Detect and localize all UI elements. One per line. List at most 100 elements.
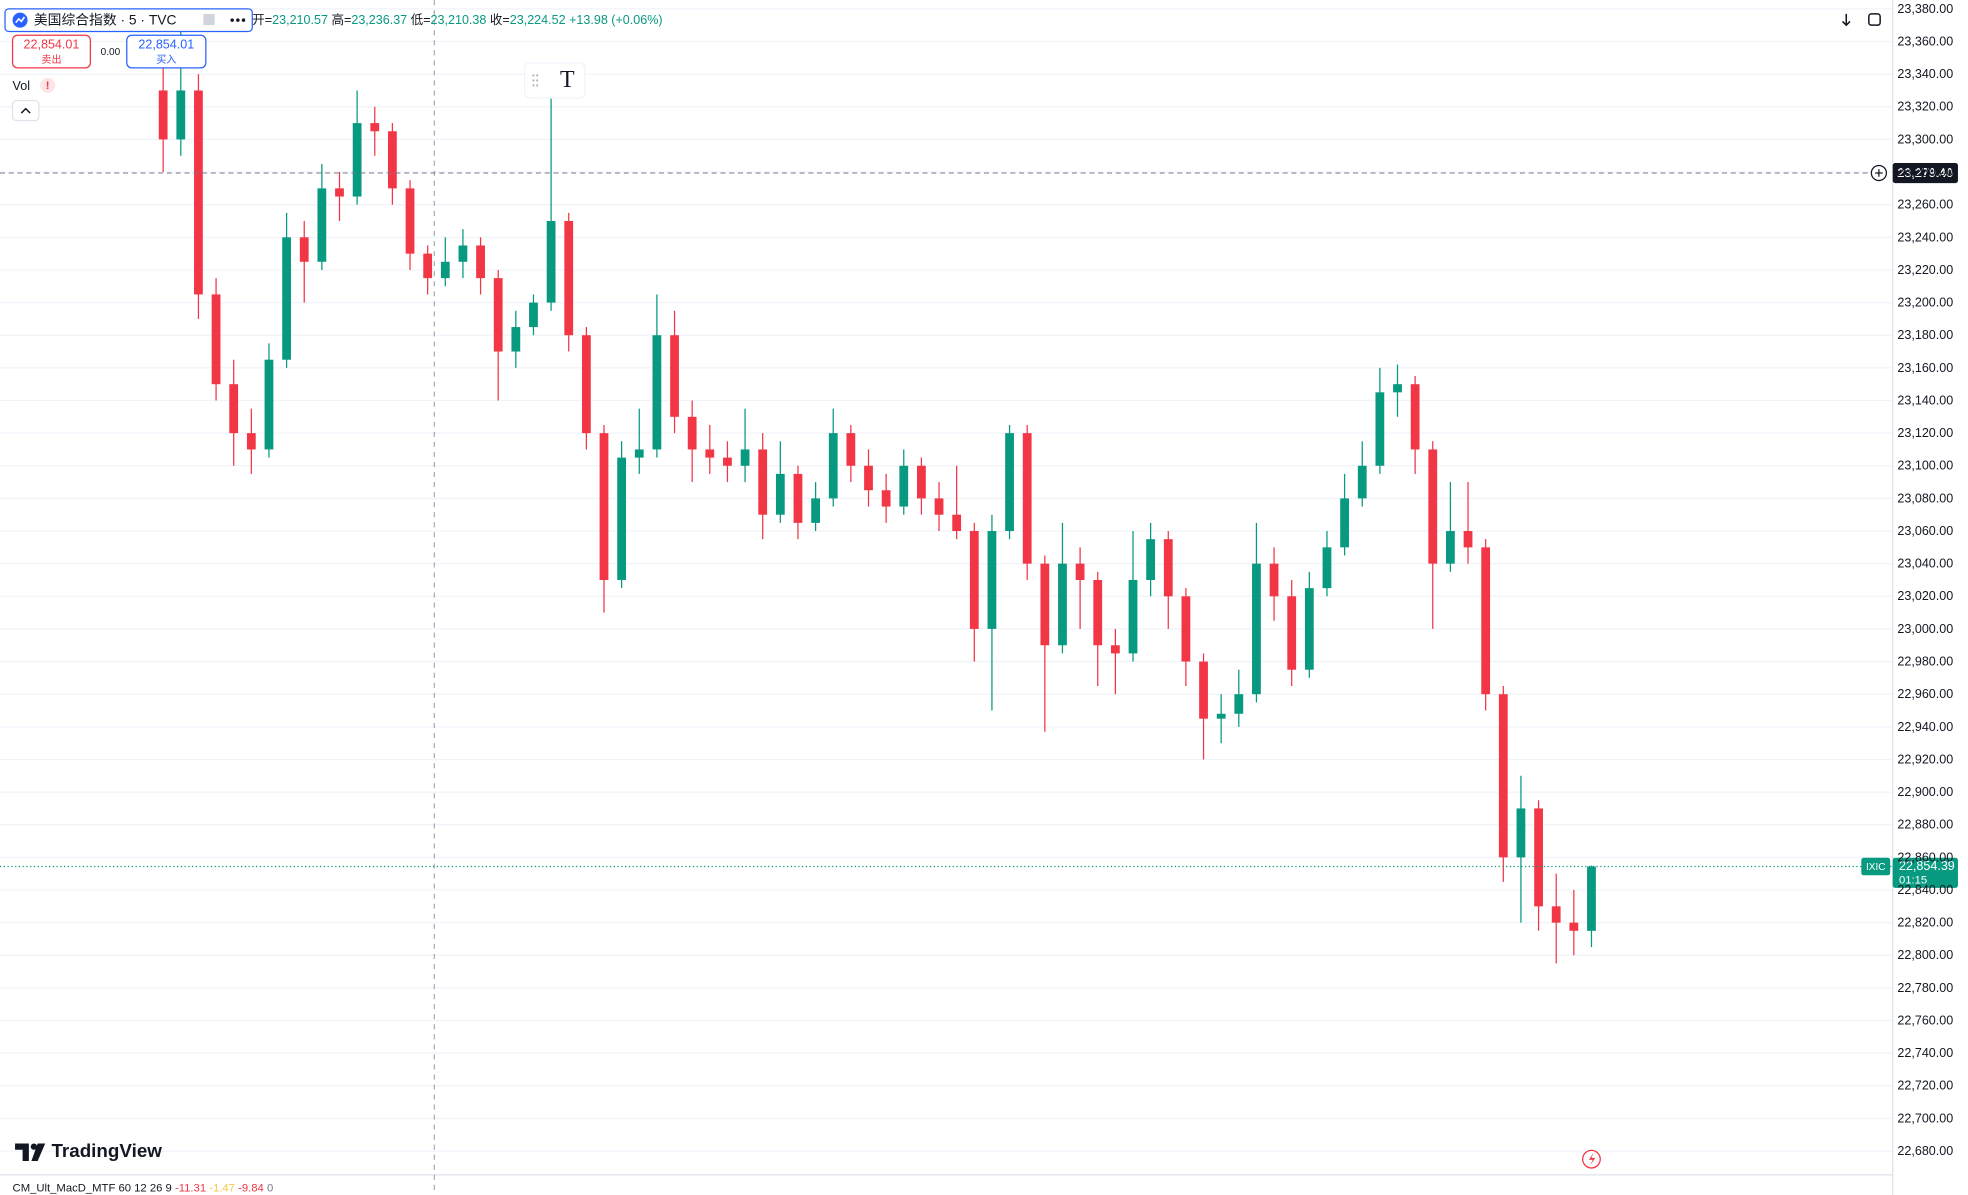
y-tick-label: 22,920.00: [1897, 752, 1953, 766]
candle-body: [687, 416, 697, 450]
y-tick-label: 22,860.00: [1897, 850, 1953, 864]
candle-body: [581, 335, 591, 434]
candle-body: [158, 90, 168, 140]
candle-body: [1463, 531, 1473, 548]
ohlc-value: 23,224.52: [510, 13, 566, 27]
candle-body: [1357, 465, 1367, 499]
ohlc-line: 开=23,210.57 高=23,236.37 低=23,210.38 收=23…: [252, 12, 662, 27]
y-tick-label: 23,140.00: [1897, 393, 1953, 407]
alert-badge[interactable]: [40, 77, 56, 93]
ohlc-value: 23,236.37: [351, 13, 407, 27]
candle-body: [652, 335, 662, 450]
symbol-name: 美国综合指数 · 5 · TVC: [34, 12, 177, 27]
candle-body: [846, 433, 856, 466]
candle-body: [564, 221, 574, 336]
more-dot[interactable]: [241, 18, 246, 22]
y-tick-label: 22,980.00: [1897, 655, 1953, 669]
y-tick-label: 22,800.00: [1897, 948, 1953, 962]
download-icon[interactable]: [1841, 13, 1851, 27]
candle-body: [1269, 563, 1279, 597]
candle-body: [634, 449, 644, 458]
y-tick-label: 23,020.00: [1897, 589, 1953, 603]
candle-body: [811, 498, 820, 523]
candle-body: [1058, 563, 1067, 646]
indicator-value: -1.47: [209, 1183, 235, 1195]
floating-toolbar[interactable]: [524, 62, 586, 99]
candle-body: [758, 449, 768, 515]
y-tick-label: 22,700.00: [1897, 1111, 1953, 1125]
candle-body: [546, 221, 556, 303]
y-tick-label: 22,780.00: [1897, 981, 1953, 995]
candle-body: [264, 359, 274, 450]
candle-body: [529, 302, 538, 328]
volume-label: Vol: [13, 79, 30, 93]
y-tick-label: 22,900.00: [1897, 785, 1953, 799]
candle-body: [476, 245, 485, 279]
candle-body: [705, 449, 715, 458]
ohlc-change: +13.98 (+0.06%): [569, 13, 662, 27]
grid: [0, 8, 1893, 1152]
candle-body: [793, 473, 803, 523]
logo: [15, 1143, 46, 1162]
ohlc-label: 收=: [490, 13, 510, 27]
indicator-value: -9.84: [238, 1183, 264, 1195]
candle-body: [405, 188, 415, 254]
collapse-button[interactable]: [11, 99, 40, 122]
candle-body: [1569, 922, 1579, 931]
candle-body: [952, 514, 962, 532]
candle-body: [670, 335, 679, 417]
candle-body: [917, 465, 926, 499]
candle-body: [828, 433, 838, 499]
fullscreen-icon[interactable]: [1868, 13, 1881, 26]
y-tick-label: 23,000.00: [1897, 622, 1953, 636]
toolbar-grip: [532, 74, 539, 87]
candle-body: [1534, 808, 1543, 907]
candle-body: [1322, 547, 1332, 589]
candle-body: [370, 123, 380, 132]
flag-icon[interactable]: [203, 13, 215, 26]
y-tick-label: 23,080.00: [1897, 491, 1953, 505]
candle-body: [282, 237, 291, 360]
y-tick-label: 23,360.00: [1897, 34, 1953, 48]
candle-body: [1252, 563, 1261, 695]
add-alert-icon: [1875, 169, 1883, 177]
sell-button[interactable]: [11, 34, 91, 69]
y-tick-label: 22,740.00: [1897, 1046, 1953, 1060]
symbol-box[interactable]: [4, 8, 253, 33]
candle-body: [440, 261, 450, 279]
buy-label: 买入: [156, 54, 176, 66]
y-tick-label: 22,840.00: [1897, 883, 1953, 897]
candle-body: [775, 473, 785, 515]
candle-body: [458, 245, 468, 262]
crosshair-label: 23,279.40: [1897, 166, 1953, 180]
candle-body: [511, 327, 521, 352]
collapse-icon: [20, 107, 31, 114]
last-price-label: 22,854.39: [1899, 859, 1955, 873]
candle-body: [1110, 645, 1120, 654]
more-dot[interactable]: [230, 18, 234, 22]
buy-price: 22,854.01: [138, 38, 194, 52]
candle-body: [229, 384, 239, 434]
candle-body: [740, 449, 750, 466]
candle-body: [1234, 694, 1244, 714]
candle-body: [1040, 563, 1050, 646]
last-price-box: [1892, 857, 1958, 888]
text-tool[interactable]: T: [560, 67, 575, 93]
y-tick-label: 23,280.00: [1897, 165, 1953, 179]
y-tick-label: 23,100.00: [1897, 459, 1953, 473]
more-dot[interactable]: [236, 18, 240, 22]
candle-body: [299, 237, 309, 262]
y-tick-label: 23,300.00: [1897, 132, 1953, 146]
ohlc-label: 开=: [252, 13, 272, 27]
y-tick-label: 23,060.00: [1897, 524, 1953, 538]
alert-text: !: [46, 80, 50, 92]
y-tick-label: 22,680.00: [1897, 1144, 1953, 1158]
candle-body: [493, 278, 503, 352]
y-tick-label: 22,720.00: [1897, 1079, 1953, 1093]
candle-body: [1093, 579, 1103, 646]
buy-button[interactable]: [126, 34, 207, 69]
candle-body: [1304, 588, 1314, 670]
candle-body: [1287, 596, 1297, 670]
candle-body: [1128, 579, 1138, 654]
